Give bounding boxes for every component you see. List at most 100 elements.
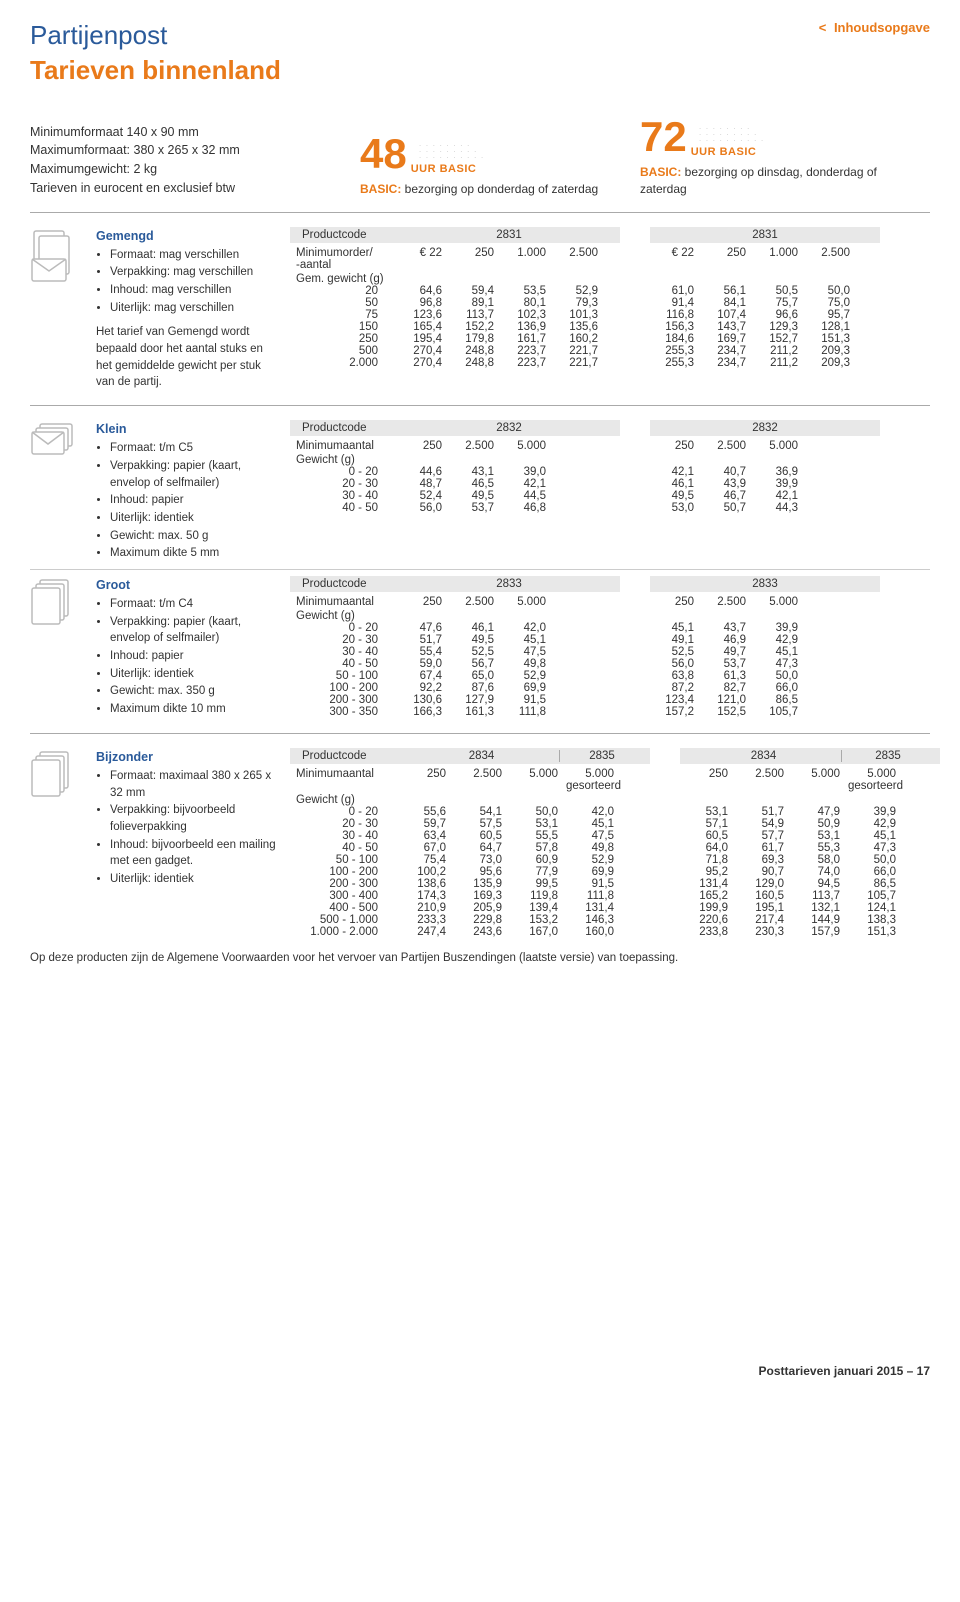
spec-block: Minimumformaat 140 x 90 mmMaximumformaat… <box>30 123 360 198</box>
table-row: 200 - 300130,6127,991,5 <box>290 694 620 706</box>
page-footer: Posttarieven januari 2015 – 17 <box>30 1364 930 1378</box>
section-klein-groot: Klein Formaat: t/m C5Verpakking: papier … <box>30 420 930 563</box>
spec-line: Maximumformaat: 380 x 265 x 32 mm <box>30 141 360 160</box>
bullet: Formaat: mag verschillen <box>110 247 276 264</box>
bullet: Formaat: maximaal 380 x 265 x 32 mm <box>110 768 276 801</box>
table-row: 199,9195,1132,1124,1 <box>680 902 940 914</box>
table-row: 30 - 4055,452,547,5 <box>290 646 620 658</box>
table-row: 184,6169,7152,7151,3 <box>650 333 880 345</box>
bijzonder-name: Bijzonder <box>96 748 276 766</box>
klein-name: Klein <box>96 420 276 438</box>
table-row: 57,154,950,942,9 <box>680 818 940 830</box>
spec-line: Tarieven in eurocent en exclusief btw <box>30 179 360 198</box>
dots-icon: · · · · · · · ·· · · · · · · · ·· · · · … <box>699 126 765 144</box>
table-row: 156,3143,7129,3128,1 <box>650 321 880 333</box>
table-row: 53,151,747,939,9 <box>680 806 940 818</box>
bullet: Verpakking: mag verschillen <box>110 264 276 281</box>
table-row: 40 - 5056,053,746,8 <box>290 502 620 514</box>
table-row: 0 - 2044,643,139,0 <box>290 466 620 478</box>
table-row: 20 - 3051,749,545,1 <box>290 634 620 646</box>
table-row: 49,146,942,9 <box>650 634 880 646</box>
table-row: 52,549,745,1 <box>650 646 880 658</box>
gemengd-table-72: 2831 € 222501.0002.500 61,056,150,550,09… <box>650 227 880 392</box>
title-line2: Tarieven binnenland <box>30 55 281 86</box>
bijzonder-table-72: 2834 2835 2502.5005.0005.000 gesorteerd … <box>680 748 940 938</box>
bullet: Uiterlijk: mag verschillen <box>110 300 276 317</box>
table-row: 200 - 300138,6135,999,591,5 <box>290 878 650 890</box>
table-row: 123,4121,086,5 <box>650 694 880 706</box>
table-row: 53,050,744,3 <box>650 502 880 514</box>
table-row: 0 - 2055,654,150,042,0 <box>290 806 650 818</box>
table-row: 60,557,753,145,1 <box>680 830 940 842</box>
gemengd-name: Gemengd <box>96 227 276 245</box>
table-row: 63,861,350,0 <box>650 670 880 682</box>
bullet: Uiterlijk: identiek <box>110 871 276 888</box>
basic-48-badge: 48 · · · · · · · ·· · · · · · · · ·· · ·… <box>360 133 640 175</box>
groot-table-72: 2833 2502.5005.000 45,143,739,949,146,94… <box>650 576 880 719</box>
table-row: 165,2160,5113,7105,7 <box>680 890 940 902</box>
table-row: 2.000270,4248,8223,7221,7 <box>290 357 620 369</box>
table-row: 49,546,742,1 <box>650 490 880 502</box>
table-row: 157,2152,5105,7 <box>650 706 880 718</box>
bullet: Uiterlijk: identiek <box>110 510 276 527</box>
spec-line: Minimumformaat 140 x 90 mm <box>30 123 360 142</box>
table-row: 61,056,150,550,0 <box>650 285 880 297</box>
table-row: 91,484,175,775,0 <box>650 297 880 309</box>
dots-icon: · · · · · · · ·· · · · · · · · ·· · · · … <box>419 143 485 161</box>
basic-48-sub: UUR BASIC <box>411 163 477 175</box>
table-row: 20 - 3048,746,542,1 <box>290 478 620 490</box>
spec-line: Maximumgewicht: 2 kg <box>30 160 360 179</box>
section-gemengd: Gemengd Formaat: mag verschillenVerpakki… <box>30 227 930 392</box>
groot-name: Groot <box>96 576 276 594</box>
basic-72-hours: 72 <box>640 116 687 158</box>
bullet: Gewicht: max. 50 g <box>110 528 276 545</box>
klein-table-72: 2832 2502.5005.000 42,140,736,946,143,93… <box>650 420 880 563</box>
table-row: 300 - 400174,3169,3119,8111,8 <box>290 890 650 902</box>
basic-48-hours: 48 <box>360 133 407 175</box>
table-row: 20 - 3059,757,553,145,1 <box>290 818 650 830</box>
envelope-icon <box>30 229 78 283</box>
table-row: 300 - 350166,3161,3111,8 <box>290 706 620 718</box>
bullet: Inhoud: mag verschillen <box>110 282 276 299</box>
bullet: Formaat: t/m C4 <box>110 596 276 613</box>
table-row: 2064,659,453,552,9 <box>290 285 620 297</box>
groot-table-48: Productcode2833 Minimumaantal2502.5005.0… <box>290 576 620 719</box>
bijzonder-table-48: Productcode 2834 2835 Minimumaantal2502.… <box>290 748 650 938</box>
table-row: 255,3234,7211,2209,3 <box>650 345 880 357</box>
page-stack-icon <box>30 750 78 798</box>
table-row: 5096,889,180,179,3 <box>290 297 620 309</box>
table-row: 30 - 4063,460,555,547,5 <box>290 830 650 842</box>
bullet: Verpakking: papier (kaart, envelop of se… <box>110 458 276 491</box>
bullet: Inhoud: bijvoorbeeld een mailing met een… <box>110 837 276 870</box>
envelope-stack-icon <box>30 422 78 462</box>
toc-link[interactable]: < Inhoudsopgave <box>819 20 930 35</box>
table-row: 42,140,736,9 <box>650 466 880 478</box>
toc-label: Inhoudsopgave <box>834 20 930 35</box>
table-row: 40 - 5059,056,749,8 <box>290 658 620 670</box>
basic-72-caption: BASIC: bezorging op dinsdag, donderdag o… <box>640 164 920 198</box>
section-bijzonder: Bijzonder Formaat: maximaal 380 x 265 x … <box>30 748 930 938</box>
bullet: Gewicht: max. 350 g <box>110 683 276 700</box>
table-row: 233,8230,3157,9151,3 <box>680 926 940 938</box>
table-row: 500 - 1.000233,3229,8153,2146,3 <box>290 914 650 926</box>
gemengd-tail: Het tarief van Gemengd wordt bepaald doo… <box>96 324 276 391</box>
basic-48-caption: BASIC: bezorging op donderdag of zaterda… <box>360 181 640 198</box>
table-row: 250195,4179,8161,7160,2 <box>290 333 620 345</box>
table-row: 255,3234,7211,2209,3 <box>650 357 880 369</box>
bullet: Uiterlijk: identiek <box>110 666 276 683</box>
gemengd-table-48: Productcode2831 Minimumorder/ -aantal€ 2… <box>290 227 620 392</box>
table-row: 400 - 500210,9205,9139,4131,4 <box>290 902 650 914</box>
table-row: 131,4129,094,586,5 <box>680 878 940 890</box>
table-row: 75123,6113,7102,3101,3 <box>290 309 620 321</box>
table-row: 30 - 4052,449,544,5 <box>290 490 620 502</box>
bullet: Verpakking: bijvoorbeeld folieverpakking <box>110 802 276 835</box>
bullet: Formaat: t/m C5 <box>110 440 276 457</box>
bullet: Verpakking: papier (kaart, envelop of se… <box>110 614 276 647</box>
table-row: 0 - 2047,646,142,0 <box>290 622 620 634</box>
table-row: 95,290,774,066,0 <box>680 866 940 878</box>
basic-72-badge: 72 · · · · · · · ·· · · · · · · · ·· · ·… <box>640 116 920 158</box>
page-title-block: Partijenpost Tarieven binnenland <box>30 20 281 86</box>
table-row: 150165,4152,2136,9135,6 <box>290 321 620 333</box>
klein-table-48: Productcode2832 Minimumaantal2502.5005.0… <box>290 420 620 563</box>
table-row: 1.000 - 2.000247,4243,6167,0160,0 <box>290 926 650 938</box>
